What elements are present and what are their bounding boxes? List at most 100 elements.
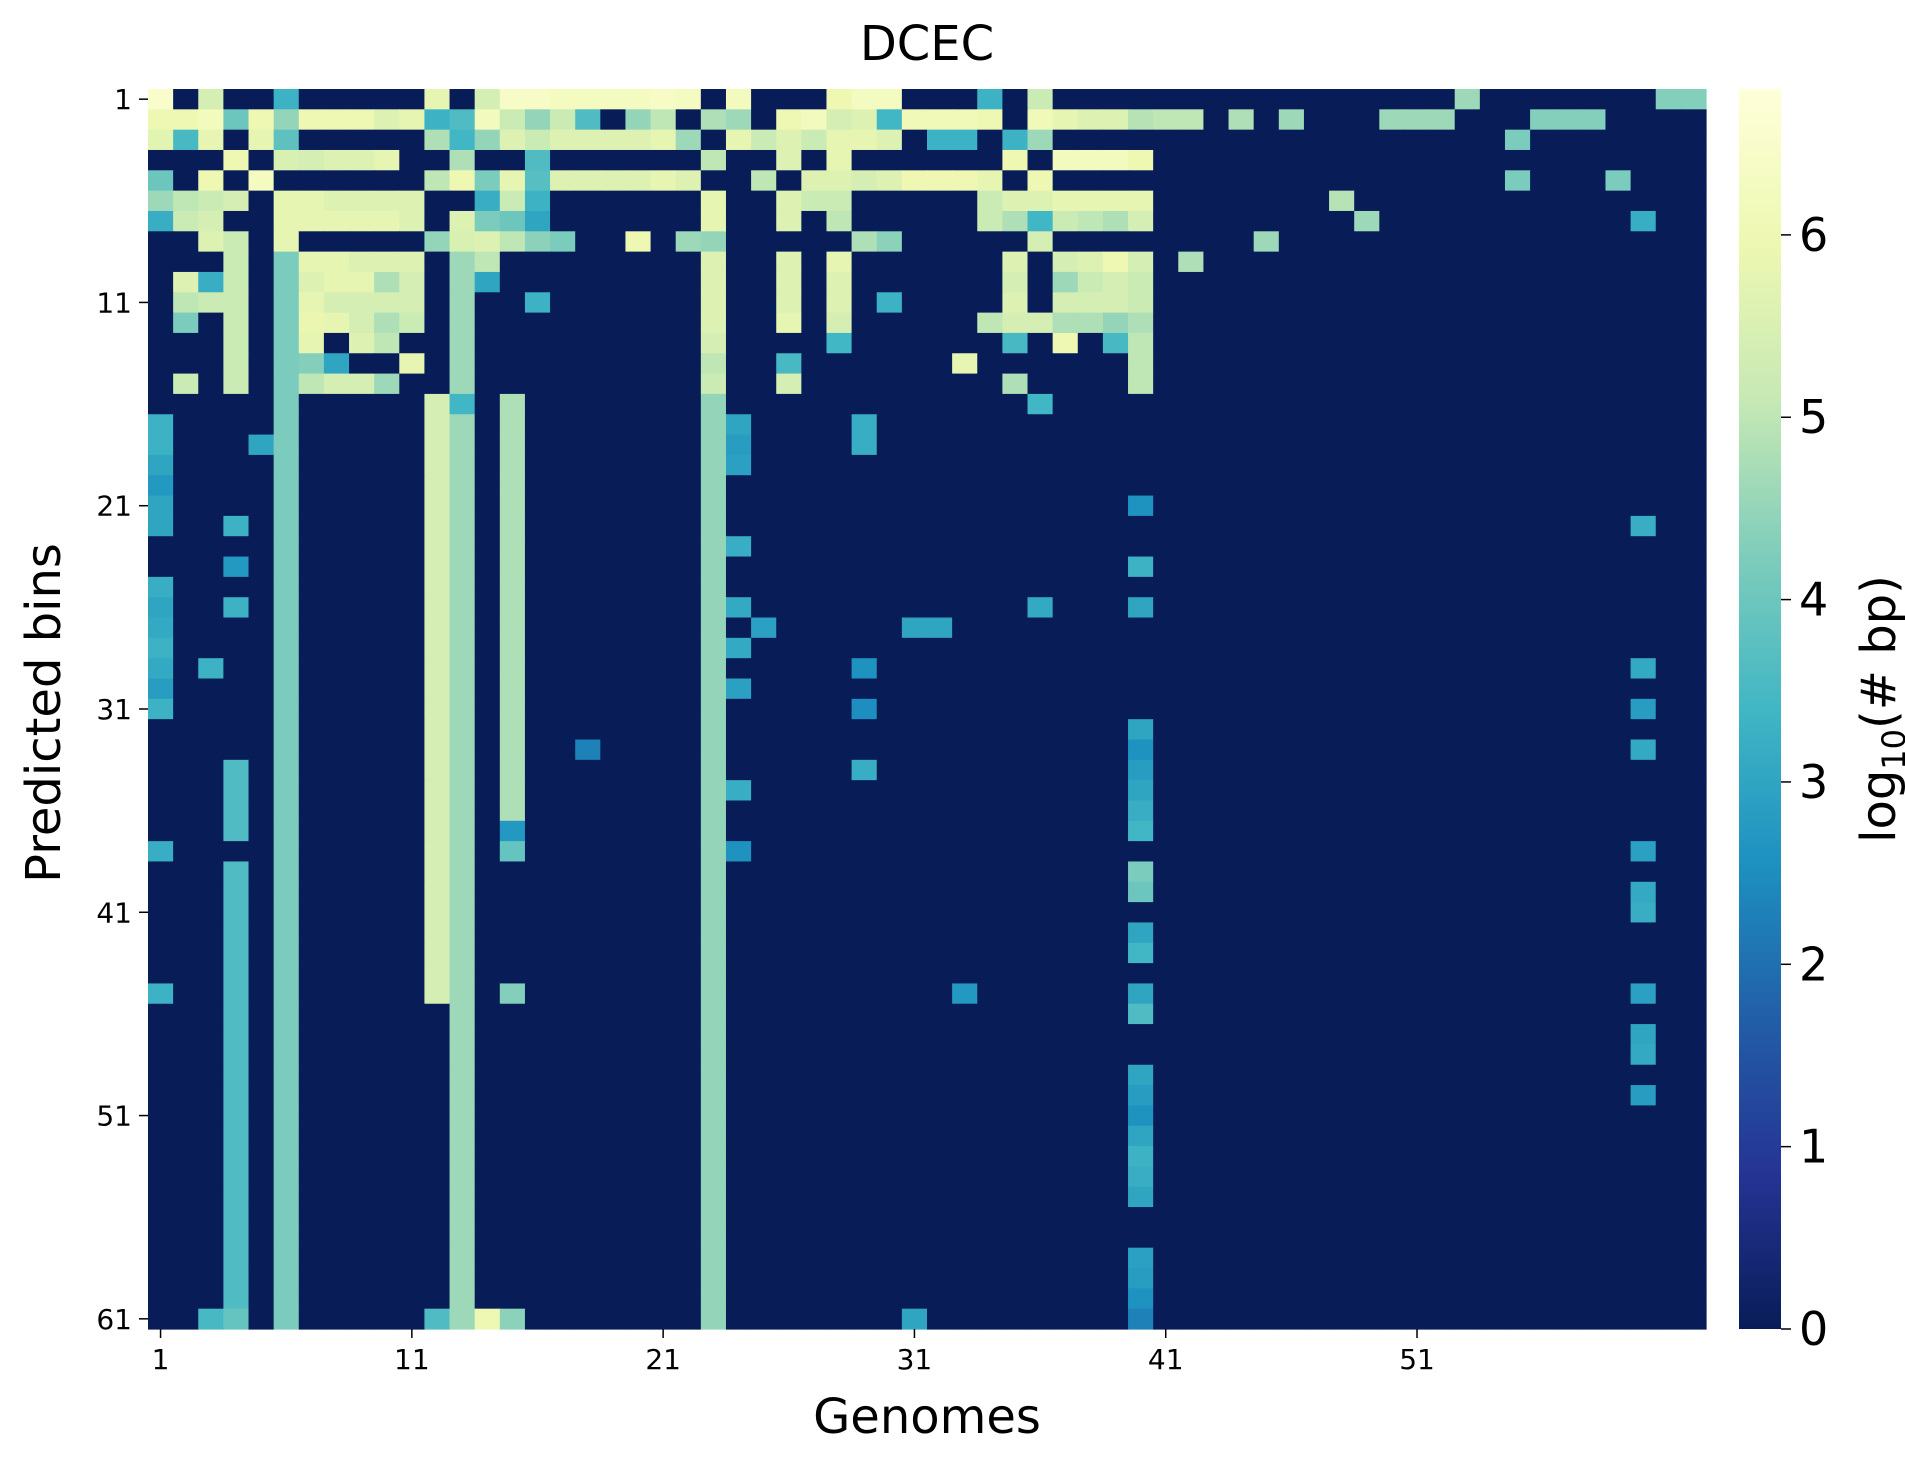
heatmap-cell <box>1178 271 1205 293</box>
heatmap-cell <box>1228 515 1255 537</box>
heatmap-cell <box>223 434 250 456</box>
heatmap-cell <box>1329 109 1355 131</box>
heatmap-cell <box>198 1125 224 1147</box>
heatmap-cell <box>700 597 727 619</box>
heatmap-cell <box>1379 1186 1406 1208</box>
heatmap-cell <box>1027 820 1054 842</box>
heatmap-cell <box>1002 759 1029 781</box>
heatmap-cell <box>650 190 677 212</box>
heatmap-cell <box>198 414 224 436</box>
heatmap-cell <box>1102 251 1129 273</box>
heatmap-cell <box>298 190 325 212</box>
heatmap-cell <box>977 1105 1003 1127</box>
heatmap-cell <box>575 475 601 497</box>
heatmap-cell <box>1303 1146 1330 1167</box>
heatmap-cell <box>977 617 1003 639</box>
heatmap-cell <box>1102 556 1129 578</box>
heatmap-cell <box>575 1146 601 1167</box>
heatmap-cell <box>1379 89 1406 110</box>
heatmap-cell <box>1555 1024 1581 1046</box>
heatmap-cell <box>1077 271 1104 293</box>
heatmap-cell <box>550 1247 576 1269</box>
heatmap-cell <box>550 820 576 842</box>
heatmap-cell <box>1303 820 1330 842</box>
heatmap-cell <box>323 556 350 578</box>
heatmap-cell <box>700 576 727 598</box>
heatmap-cell <box>1228 332 1255 354</box>
heatmap-cell <box>1178 759 1205 781</box>
heatmap-cell <box>298 1064 325 1086</box>
heatmap-cell <box>1630 678 1657 700</box>
heatmap-cell <box>1404 1268 1431 1289</box>
heatmap-cell <box>1404 353 1431 375</box>
heatmap-cell <box>1027 1044 1054 1066</box>
heatmap-cell <box>1178 1146 1205 1167</box>
heatmap-cell <box>851 658 878 680</box>
heatmap-cell <box>650 597 677 619</box>
heatmap-cell <box>323 149 350 171</box>
heatmap-cell <box>952 1125 978 1147</box>
heatmap-cell <box>1278 1207 1305 1228</box>
heatmap-cell <box>1278 556 1305 578</box>
heatmap-cell <box>148 1186 174 1208</box>
heatmap-cell <box>801 1268 828 1289</box>
heatmap-cell <box>1429 373 1456 395</box>
heatmap-cell <box>273 1064 300 1086</box>
heatmap-cell <box>826 109 853 131</box>
heatmap-cell <box>148 637 174 659</box>
heatmap-cell <box>248 1044 275 1066</box>
heatmap-cell <box>173 1227 199 1249</box>
heatmap-cell <box>1605 89 1632 110</box>
heatmap-cell <box>399 1268 426 1289</box>
heatmap-cell <box>650 332 677 354</box>
heatmap-cell <box>1479 861 1506 883</box>
heatmap-cell <box>675 170 702 192</box>
heatmap-cell <box>776 251 802 273</box>
heatmap-cell <box>751 190 777 212</box>
heatmap-cell <box>323 332 350 354</box>
heatmap-cell <box>927 129 953 151</box>
heatmap-cell <box>1429 495 1456 517</box>
heatmap-cell <box>1102 780 1129 802</box>
heatmap-cell <box>600 1288 627 1310</box>
heatmap-cell <box>1178 1268 1205 1289</box>
heatmap-cell <box>1178 861 1205 883</box>
heatmap-cell <box>198 1247 224 1269</box>
heatmap-cell <box>751 332 777 354</box>
heatmap-cell <box>474 658 501 680</box>
heatmap-cell <box>751 597 777 619</box>
heatmap-cell <box>826 353 853 375</box>
heatmap-cell <box>725 963 752 985</box>
heatmap-cell <box>1354 902 1380 924</box>
heatmap-cell <box>298 820 325 842</box>
heatmap-cell <box>876 231 903 253</box>
heatmap-cell <box>374 495 400 517</box>
heatmap-cell <box>901 820 928 842</box>
heatmap-cell <box>1479 922 1506 944</box>
heatmap-cell <box>474 190 501 212</box>
heatmap-cell <box>1479 658 1506 680</box>
heatmap-cell <box>927 780 953 802</box>
heatmap-cell <box>1555 637 1581 659</box>
heatmap-cell <box>349 332 375 354</box>
heatmap-cell <box>1630 1125 1657 1147</box>
heatmap-cell <box>1203 597 1230 619</box>
heatmap-cell <box>952 1105 978 1127</box>
heatmap-cell <box>1530 1044 1556 1066</box>
heatmap-cell <box>273 800 300 822</box>
heatmap-cell <box>298 983 325 1005</box>
heatmap-cell <box>223 414 250 436</box>
heatmap-cell <box>725 637 752 659</box>
heatmap-cell <box>1630 495 1657 517</box>
heatmap-cell <box>1680 942 1707 964</box>
heatmap-cell <box>173 1085 199 1106</box>
heatmap-cell <box>1680 556 1707 578</box>
heatmap-cell <box>625 312 652 334</box>
heatmap-cell <box>1530 658 1556 680</box>
heatmap-cell <box>1655 129 1682 151</box>
y-tick-label: 61 <box>96 1303 132 1336</box>
heatmap-cell <box>474 536 501 558</box>
heatmap-cell <box>1454 1085 1481 1106</box>
heatmap-cell <box>273 759 300 781</box>
heatmap-cell <box>801 495 828 517</box>
